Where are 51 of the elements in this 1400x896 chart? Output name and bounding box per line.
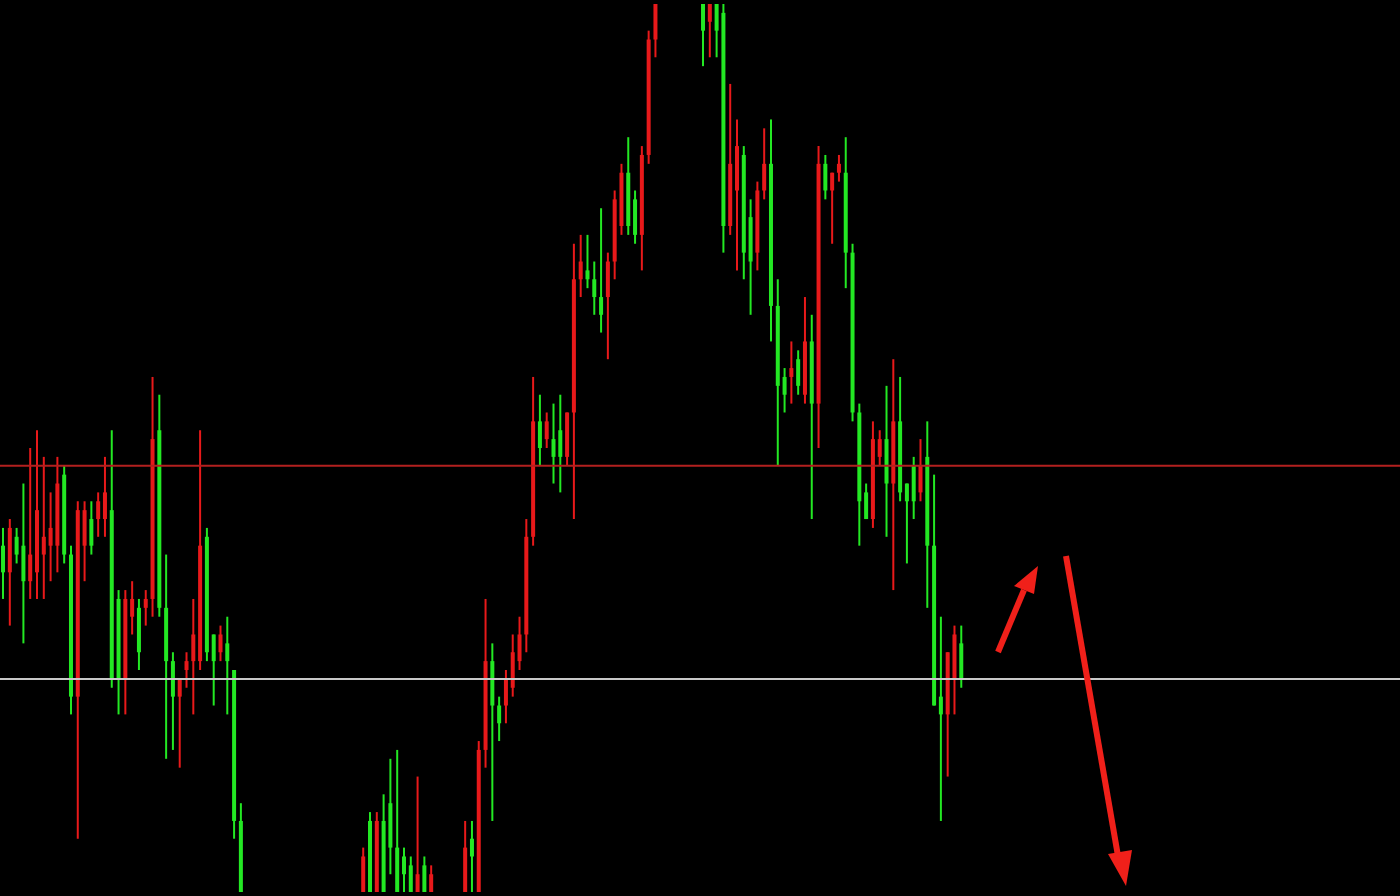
candlestick [918,438,923,503]
candlestick [415,775,420,892]
candlestick [136,597,141,671]
candlestick [469,819,474,892]
candlestick [959,624,964,689]
candlestick [429,864,434,892]
candlestick [463,819,468,892]
candlestick [830,171,835,245]
candlestick [735,118,739,272]
candlestick [592,260,597,316]
candlestick [537,393,542,467]
candlestick [89,500,94,556]
candlestick [7,518,12,627]
candlestick [578,233,583,299]
candlestick [599,207,604,334]
candlestick [836,153,841,183]
candlestick [102,455,107,538]
candlestick [96,491,101,538]
candlestick [28,447,33,600]
candlestick [565,411,570,467]
candlestick [218,624,223,663]
candlestick [422,855,427,892]
candlestick [177,677,182,769]
candlestick [823,153,828,201]
candlestick [401,846,406,892]
candlestick [884,384,889,538]
candlestick [707,4,712,59]
candlestick [48,491,53,583]
candlestick [143,589,148,627]
candlestick [762,127,767,201]
candlestick [796,349,801,396]
candlestick [558,393,563,494]
candlestick [585,233,590,290]
candlestick [701,4,706,68]
candlestick [21,482,26,645]
candlestick [510,633,515,698]
candlestick [361,846,366,892]
candlestick [1,526,6,600]
candlestick [605,251,610,361]
candlestick [490,642,495,822]
candlestick [41,455,46,600]
candlestick [225,615,230,716]
candlestick [551,402,556,485]
candlestick [395,748,400,892]
candlestick [544,411,549,449]
candlestick [170,651,175,751]
candlestick [911,455,916,521]
candlestick [408,855,413,892]
candlestick [952,624,957,716]
candlestick [497,695,502,743]
candlestick [789,340,794,405]
